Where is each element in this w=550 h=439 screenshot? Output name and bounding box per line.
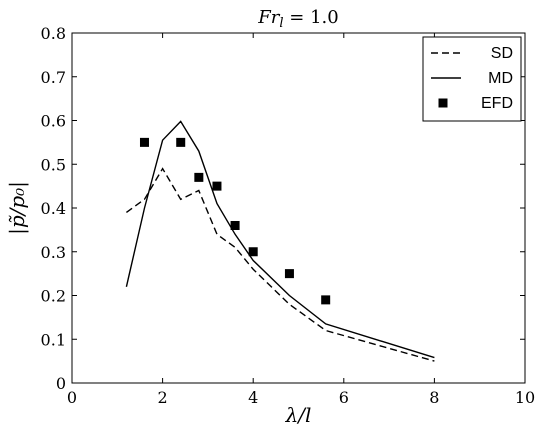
y-tick-label: 0.3 xyxy=(41,243,66,262)
efd-point xyxy=(321,295,331,305)
efd-point xyxy=(284,269,294,279)
y-tick-label: 0.4 xyxy=(41,199,66,218)
y-tick-label: 0.7 xyxy=(41,68,66,87)
md-series-line xyxy=(125,120,435,359)
legend-swatch-efd xyxy=(438,98,448,108)
efd-point xyxy=(139,137,149,147)
x-tick-label: 10 xyxy=(515,388,535,407)
efd-point xyxy=(194,172,204,182)
plot-frame xyxy=(71,32,526,384)
y-tick-label: 0.6 xyxy=(41,112,66,131)
efd-point xyxy=(230,221,240,230)
x-axis-label: λ/l xyxy=(285,403,312,427)
chart-title: Frl = 1.0 xyxy=(257,7,338,31)
y-tick-label: 0 xyxy=(56,374,66,393)
sd-series-line xyxy=(125,167,435,362)
x-tick-label: 4 xyxy=(248,388,258,407)
y-tick-label: 0.1 xyxy=(41,330,66,349)
y-axis-label: |p̃/p₀| xyxy=(5,181,30,235)
y-tick-label: 0.8 xyxy=(41,24,66,43)
legend-label-md: MD xyxy=(488,70,513,87)
x-tick-label: 2 xyxy=(158,388,168,407)
x-tick-label: 0 xyxy=(67,388,77,407)
efd-point xyxy=(248,247,258,257)
y-tick-label: 0.2 xyxy=(41,287,66,306)
x-tick-label: 6 xyxy=(339,388,349,407)
efd-point xyxy=(212,181,222,191)
legend-label-sd: SD xyxy=(491,45,513,62)
efd-point xyxy=(176,137,186,147)
x-tick-label: 8 xyxy=(429,388,439,407)
legend-label-efd: EFD xyxy=(481,95,513,112)
y-tick-label: 0.5 xyxy=(41,155,66,174)
